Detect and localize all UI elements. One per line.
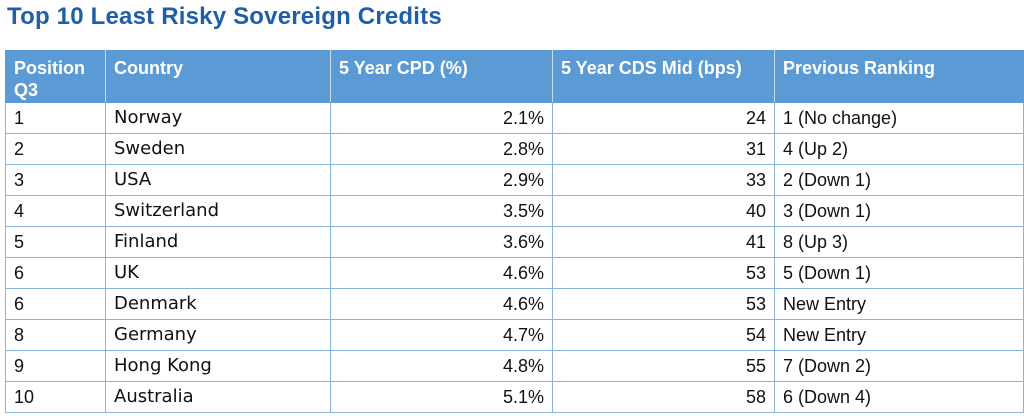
cell-previous-ranking: 8 (Up 3) <box>774 226 1024 258</box>
header-cpd: 5 Year CPD (%) <box>330 50 553 103</box>
cell-country: Hong Kong <box>105 350 331 382</box>
cell-position: 9 <box>5 350 106 382</box>
cell-position: 6 <box>5 288 106 320</box>
table-row: 4 Switzerland 3.5% 40 3 (Down 1) <box>5 195 1024 227</box>
table-row: 9 Hong Kong 4.8% 55 7 (Down 2) <box>5 350 1024 382</box>
table-row: 5 Finland 3.6% 41 8 (Up 3) <box>5 226 1024 258</box>
cell-cpd: 5.1% <box>330 381 553 413</box>
cell-cds: 41 <box>552 226 775 258</box>
table-header-row: Position Q3 Country 5 Year CPD (%) 5 Yea… <box>5 50 1024 103</box>
cell-previous-ranking: New Entry <box>774 288 1024 320</box>
cell-cpd: 3.6% <box>330 226 553 258</box>
cell-country: USA <box>105 164 331 196</box>
cell-country: Finland <box>105 226 331 258</box>
table-row: 10 Australia 5.1% 58 6 (Down 4) <box>5 381 1024 413</box>
table-row: 6 UK 4.6% 53 5 (Down 1) <box>5 257 1024 289</box>
cell-previous-ranking: 6 (Down 4) <box>774 381 1024 413</box>
header-country: Country <box>105 50 331 103</box>
sovereign-credits-table: Position Q3 Country 5 Year CPD (%) 5 Yea… <box>5 50 1024 413</box>
cell-country: Germany <box>105 319 331 351</box>
cell-cds: 53 <box>552 257 775 289</box>
header-position: Position Q3 <box>5 50 106 103</box>
table-row: 8 Germany 4.7% 54 New Entry <box>5 319 1024 351</box>
table-row: 1 Norway 2.1% 24 1 (No change) <box>5 102 1024 134</box>
cell-cds: 53 <box>552 288 775 320</box>
cell-cpd: 4.6% <box>330 288 553 320</box>
header-previous-ranking: Previous Ranking <box>774 50 1024 103</box>
cell-country: Australia <box>105 381 331 413</box>
cell-position: 3 <box>5 164 106 196</box>
cell-position: 6 <box>5 257 106 289</box>
cell-country: UK <box>105 257 331 289</box>
cell-previous-ranking: New Entry <box>774 319 1024 351</box>
cell-cds: 40 <box>552 195 775 227</box>
cell-country: Switzerland <box>105 195 331 227</box>
cell-previous-ranking: 1 (No change) <box>774 102 1024 134</box>
page-title: Top 10 Least Risky Sovereign Credits <box>7 3 442 30</box>
cell-previous-ranking: 2 (Down 1) <box>774 164 1024 196</box>
cell-position: 8 <box>5 319 106 351</box>
cell-cpd: 4.8% <box>330 350 553 382</box>
table-row: 2 Sweden 2.8% 31 4 (Up 2) <box>5 133 1024 165</box>
cell-position: 5 <box>5 226 106 258</box>
cell-position: 10 <box>5 381 106 413</box>
cell-country: Denmark <box>105 288 331 320</box>
cell-cpd: 2.1% <box>330 102 553 134</box>
cell-country: Norway <box>105 102 331 134</box>
cell-cds: 33 <box>552 164 775 196</box>
cell-cds: 55 <box>552 350 775 382</box>
cell-country: Sweden <box>105 133 331 165</box>
header-cds: 5 Year CDS Mid (bps) <box>552 50 775 103</box>
cell-position: 1 <box>5 102 106 134</box>
cell-cpd: 4.6% <box>330 257 553 289</box>
cell-cds: 24 <box>552 102 775 134</box>
table-row: 3 USA 2.9% 33 2 (Down 1) <box>5 164 1024 196</box>
cell-previous-ranking: 3 (Down 1) <box>774 195 1024 227</box>
cell-cpd: 2.8% <box>330 133 553 165</box>
cell-cpd: 4.7% <box>330 319 553 351</box>
cell-previous-ranking: 7 (Down 2) <box>774 350 1024 382</box>
cell-cds: 58 <box>552 381 775 413</box>
cell-previous-ranking: 4 (Up 2) <box>774 133 1024 165</box>
table-row: 6 Denmark 4.6% 53 New Entry <box>5 288 1024 320</box>
cell-position: 4 <box>5 195 106 227</box>
cell-position: 2 <box>5 133 106 165</box>
cell-cds: 54 <box>552 319 775 351</box>
cell-cpd: 2.9% <box>330 164 553 196</box>
cell-cds: 31 <box>552 133 775 165</box>
cell-cpd: 3.5% <box>330 195 553 227</box>
cell-previous-ranking: 5 (Down 1) <box>774 257 1024 289</box>
